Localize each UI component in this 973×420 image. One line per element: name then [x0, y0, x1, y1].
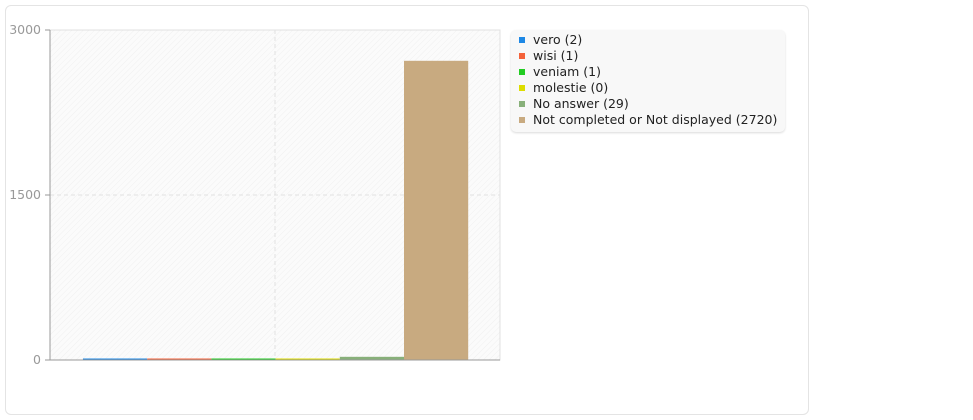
legend-label: Not completed or Not displayed (2720): [533, 112, 778, 127]
y-tick-label: 0: [33, 352, 41, 367]
legend-swatch: [519, 53, 525, 59]
legend-item[interactable]: molestie (0): [519, 80, 777, 96]
legend-swatch: [519, 117, 525, 123]
legend-swatch: [519, 85, 525, 91]
bar[interactable]: [211, 358, 276, 361]
legend-item[interactable]: veniam (1): [519, 64, 777, 80]
legend-label: veniam (1): [533, 64, 601, 79]
legend-label: vero (2): [533, 32, 583, 47]
y-tick-label: 3000: [9, 22, 41, 37]
legend-label: molestie (0): [533, 80, 609, 95]
legend-item[interactable]: Not completed or Not displayed (2720): [519, 112, 777, 128]
legend-label: No answer (29): [533, 96, 629, 111]
bar[interactable]: [83, 358, 148, 361]
legend-item[interactable]: vero (2): [519, 32, 777, 48]
bar[interactable]: [275, 358, 340, 361]
bar[interactable]: [339, 356, 404, 360]
y-tick-label: 1500: [9, 187, 41, 202]
legend: vero (2) wisi (1) veniam (1) molestie (0) No…: [511, 30, 786, 132]
legend-swatch: [519, 69, 525, 75]
legend-swatch: [519, 37, 525, 43]
legend-label: wisi (1): [533, 48, 579, 63]
legend-item[interactable]: wisi (1): [519, 48, 777, 64]
legend-item[interactable]: No answer (29): [519, 96, 777, 112]
legend-swatch: [519, 101, 525, 107]
bar[interactable]: [147, 358, 212, 361]
bar[interactable]: [404, 60, 469, 361]
